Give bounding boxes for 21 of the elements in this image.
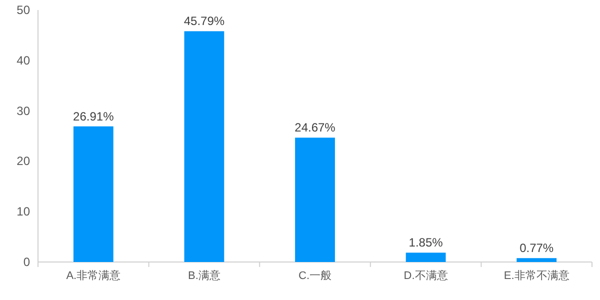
data-label: 1.85%: [408, 236, 444, 250]
y-tick-label: 20: [16, 154, 30, 168]
y-tick-label: 10: [16, 204, 30, 219]
bar: [295, 138, 335, 262]
bar: [73, 126, 114, 262]
x-tick-label: A.非常满意: [66, 269, 121, 282]
x-tick-label: D.不满意: [404, 269, 448, 282]
y-tick-label: 40: [16, 53, 30, 68]
y-tick-label: 0: [23, 255, 30, 269]
x-tick-label: C.一般: [298, 270, 332, 282]
data-label: 26.91%: [73, 109, 114, 124]
data-label: 0.77%: [520, 241, 554, 256]
data-label: 45.79%: [184, 14, 225, 28]
y-tick-label: 30: [16, 104, 30, 118]
bar: [406, 252, 446, 262]
bar: [184, 31, 224, 262]
data-label: 24.67%: [294, 120, 336, 135]
bar: [516, 258, 557, 262]
y-tick-label: 50: [16, 3, 30, 17]
x-tick-label: E.非常不满意: [504, 269, 570, 282]
x-tick-label: B.满意: [188, 269, 220, 282]
